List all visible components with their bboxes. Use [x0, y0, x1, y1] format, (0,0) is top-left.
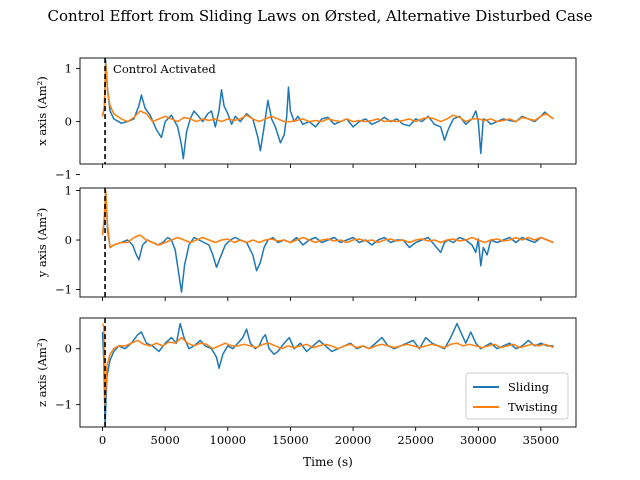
x-tick-label: 35000 — [523, 433, 560, 447]
y-tick-label: 0 — [65, 233, 72, 247]
y-tick-label: 0 — [65, 115, 72, 129]
figure-title: Control Effort from Sliding Laws on Ørst… — [48, 7, 593, 25]
x-tick-label: 30000 — [460, 433, 497, 447]
x-tick-label: 5000 — [151, 433, 180, 447]
series-twisting-line — [101, 323, 554, 406]
y-axis-label: x axis (Am²) — [35, 76, 49, 146]
panel-y: −1 0 1 y axis (Am²) — [35, 183, 577, 301]
series-twisting-line — [101, 62, 554, 123]
y-tick-label: 1 — [65, 62, 72, 76]
legend: Sliding Twisting — [465, 372, 569, 420]
x-tick-label: 25000 — [397, 433, 434, 447]
series-sliding-line — [101, 322, 554, 425]
x-tick-label: 15000 — [272, 433, 309, 447]
y-tick-label: −1 — [55, 283, 72, 297]
panel-x: Control Activated −1 0 1 x axis (Am²) — [35, 57, 577, 182]
x-axis-label: Time (s) — [303, 455, 353, 469]
series-sliding-line — [101, 59, 554, 160]
legend-label-twisting: Twisting — [508, 400, 558, 414]
y-tick-label: 1 — [65, 183, 72, 197]
series-sliding-line — [101, 189, 554, 293]
y-axis-label: z axis (Am²) — [35, 338, 49, 407]
series-twisting-line — [101, 189, 554, 249]
x-tick-label: 0 — [99, 433, 106, 447]
y-tick-label: 0 — [65, 342, 72, 356]
y-tick-label: −1 — [55, 398, 72, 412]
y-axis-label: y axis (Am²) — [35, 208, 49, 279]
x-tick-label: 20000 — [335, 433, 372, 447]
axes-frame — [79, 57, 577, 165]
control-activated-annotation: Control Activated — [113, 62, 216, 76]
axes-frame — [79, 187, 577, 298]
axes-frame — [79, 317, 577, 428]
panels: Control Activated −1 0 1 x axis (Am²) −1 0 1 y a… — [35, 57, 577, 447]
x-tick-label: 10000 — [210, 433, 247, 447]
legend-label-sliding: Sliding — [508, 380, 550, 394]
panel-z: 0 5000 10000 15000 20000 25000 30000 35000 −1 0 z … — [35, 317, 577, 447]
y-tick-label: −1 — [55, 168, 72, 182]
